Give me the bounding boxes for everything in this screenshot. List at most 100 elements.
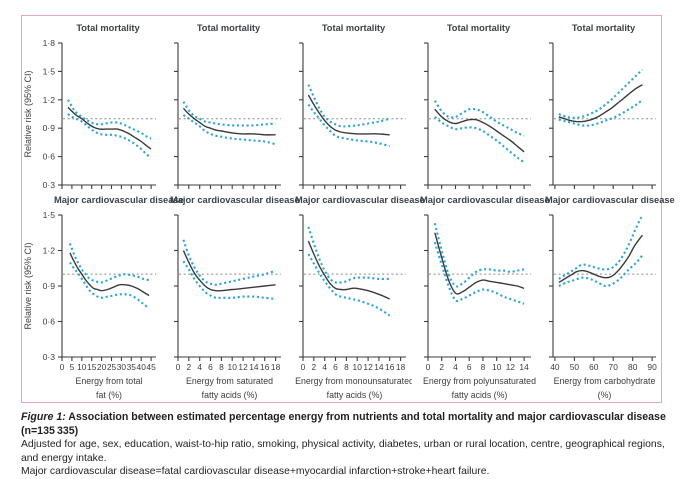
panel-0-2: Total mortality xyxy=(287,21,412,193)
upper-ci-curve xyxy=(182,101,276,127)
panel-row-0: Total mortality 0·3 0·6 0·9 1·2 1·5 1·8 Relativ… xyxy=(22,21,661,193)
panel-0-3: Total mortality xyxy=(412,21,537,193)
panel-chart xyxy=(174,42,281,189)
x-tick-label: 16 xyxy=(260,362,270,372)
x-tick-label: 2 xyxy=(311,362,316,372)
x-tick-label: 0 xyxy=(426,362,431,372)
y-tick-label: 1·2 xyxy=(43,95,56,105)
x-tick-label: 5 xyxy=(70,362,75,372)
x-tick-label: 40 xyxy=(550,362,560,372)
estimate-curve xyxy=(67,106,152,150)
panel-1-1: Major cardiovascular disease 0 2 4 6 8 10 12 14 1… xyxy=(162,193,300,403)
x-tick-label: 12 xyxy=(506,362,516,372)
x-tick-label: 30 xyxy=(117,362,127,372)
panel-chart xyxy=(424,42,531,189)
y-axis-title: Relative risk (95% CI) xyxy=(23,70,33,157)
panel-title: Total mortality xyxy=(76,23,140,33)
x-axis-title-line: (%) xyxy=(598,390,612,400)
panel-title: Major cardiovascular disease xyxy=(170,195,300,205)
panel-0-4: Total mortality xyxy=(537,21,662,193)
upper-ci-curve xyxy=(558,214,644,280)
panel-title: Total mortality xyxy=(321,23,386,33)
x-tick-label: 16 xyxy=(385,362,395,372)
x-tick-label: 10 xyxy=(492,362,502,372)
lower-ci-curve xyxy=(558,98,644,127)
x-tick-label: 6 xyxy=(467,362,472,372)
x-tick-label: 80 xyxy=(628,362,638,372)
x-axis-title-line: fatty acids (%) xyxy=(202,390,258,400)
y-axis-title: Relative risk (95% CI) xyxy=(23,242,33,329)
x-tick-label: 4 xyxy=(453,362,458,372)
panel-1-3: Major cardiovascular disease 0 2 4 6 8 10 12 14 E… xyxy=(412,193,550,403)
y-tick-label: 0·6 xyxy=(43,152,56,162)
x-axis-title-line: fatty acids (%) xyxy=(452,390,508,400)
panel-chart xyxy=(299,42,406,189)
x-axis-title-line: Energy from carbohydrate xyxy=(554,376,656,386)
x-axis-title-line: Energy from saturated xyxy=(186,376,273,386)
x-tick-label: 10 xyxy=(77,362,87,372)
x-axis-title-line: fatty acids (%) xyxy=(327,390,383,400)
panel-title: Major cardiovascular disease xyxy=(545,195,675,205)
x-tick-label: 6 xyxy=(208,362,213,372)
y-tick-label: 0·3 xyxy=(43,352,56,362)
lower-ci-curve xyxy=(434,116,525,164)
x-tick-label: 8 xyxy=(344,362,349,372)
x-tick-label: 18 xyxy=(396,362,406,372)
y-tick-label: 1·5 xyxy=(43,210,56,220)
panel-row-1: Major cardiovascular disease 0·3 0·6 0·9 1·2… xyxy=(22,193,675,403)
figure-caption: Figure 1: Association between estimated … xyxy=(21,411,674,479)
x-tick-label: 35 xyxy=(127,362,137,372)
x-tick-label: 2 xyxy=(439,362,444,372)
x-tick-label: 20 xyxy=(97,362,107,372)
panel-title: Major cardiovascular disease xyxy=(420,195,550,205)
lower-ci-curve xyxy=(182,260,276,301)
panel-chart: 0 2 4 6 8 10 12 14 16 18 Energy from saturated fatt… xyxy=(174,214,281,400)
upper-ci-curve xyxy=(307,84,390,128)
caption-definition: Major cardiovascular disease=fatal cardi… xyxy=(21,466,490,478)
panel-grid: Total mortality 0·3 0·6 0·9 1·2 1·5 1·8 Relativ… xyxy=(22,21,675,403)
x-tick-label: 45 xyxy=(146,362,156,372)
caption-title: Association between estimated percentage… xyxy=(21,411,666,437)
x-tick-label: 4 xyxy=(322,362,327,372)
upper-ci-curve xyxy=(182,239,276,286)
caption-title-line: Figure 1: Association between estimated … xyxy=(21,411,674,438)
x-axis-title-line: Energy from monounsaturated xyxy=(295,376,412,386)
caption-adjustments: Adjusted for age, sex, education, waist-… xyxy=(21,439,665,464)
y-tick-label: 0·9 xyxy=(43,281,56,291)
x-axis-title-line: fat (%) xyxy=(96,390,122,400)
figure-label: Figure 1: xyxy=(21,411,66,423)
upper-ci-curve xyxy=(433,100,525,137)
panel-chart: 40 50 60 70 80 90 Energy from carbohydrate (%) xyxy=(549,214,657,400)
panel-1-2: Major cardiovascular disease 0 2 4 6 8 10 12 14 1… xyxy=(287,193,425,403)
x-tick-label: 10 xyxy=(228,362,238,372)
estimate-curve xyxy=(434,232,525,295)
x-tick-label: 40 xyxy=(137,362,147,372)
y-tick-label: 0·6 xyxy=(43,317,56,327)
lower-ci-curve xyxy=(558,254,644,288)
x-tick-label: 10 xyxy=(353,362,363,372)
x-tick-label: 50 xyxy=(570,362,580,372)
x-axis-title-line: Energy from total xyxy=(76,376,143,386)
x-axis-title-line: Energy from polyunsaturated xyxy=(423,376,536,386)
y-tick-label: 1·5 xyxy=(43,66,56,76)
panel-title: Total mortality xyxy=(196,23,261,33)
x-tick-label: 12 xyxy=(238,362,248,372)
y-tick-label: 0·9 xyxy=(43,123,56,133)
panel-chart: 0·3 0·6 0·9 1·2 1·5 1·8 Relative risk (95% CI) xyxy=(23,38,156,190)
panel-chart xyxy=(549,42,656,189)
lower-ci-curve xyxy=(307,103,390,148)
panel-chart: 0 2 4 6 8 10 12 14 16 18 Energy from monounsaturat… xyxy=(295,214,412,400)
panel-1-4: Major cardiovascular disease 40 50 60 70 80 90… xyxy=(537,193,675,403)
x-tick-label: 8 xyxy=(481,362,486,372)
lower-ci-curve xyxy=(433,241,525,305)
x-tick-label: 14 xyxy=(249,362,259,372)
estimate-curve xyxy=(182,107,276,136)
x-tick-label: 90 xyxy=(647,362,657,372)
estimate-curve xyxy=(69,252,150,297)
x-tick-label: 8 xyxy=(219,362,224,372)
upper-ci-curve xyxy=(558,68,644,119)
x-tick-label: 6 xyxy=(333,362,338,372)
estimate-curve xyxy=(307,240,390,300)
y-tick-label: 0·3 xyxy=(43,180,56,190)
x-tick-label: 70 xyxy=(609,362,619,372)
